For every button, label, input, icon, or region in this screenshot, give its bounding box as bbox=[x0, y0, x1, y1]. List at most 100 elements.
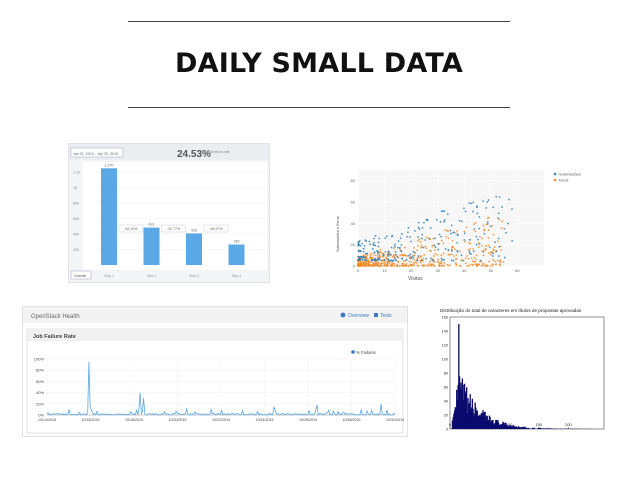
scatter-ytick: 20 bbox=[351, 242, 356, 247]
scatter-point-erros bbox=[388, 254, 391, 257]
scatter-point-submissoes bbox=[422, 246, 425, 249]
failure-rate-line bbox=[46, 361, 396, 416]
scatter-point-submissoes bbox=[456, 250, 459, 253]
scatter-point-submissoes bbox=[359, 255, 362, 258]
scatter-point-submissoes bbox=[443, 210, 446, 213]
scatter-point-submissoes bbox=[426, 219, 428, 222]
scatter-point-submissoes bbox=[456, 234, 459, 237]
scatter-point-submissoes bbox=[394, 250, 397, 253]
funnel-drop-label: -68.57% bbox=[209, 227, 223, 231]
scatter-point-erros bbox=[477, 242, 480, 244]
scatter-point-submissoes bbox=[489, 225, 492, 228]
scatter-point-submissoes bbox=[374, 258, 377, 260]
scatter-point-erros bbox=[437, 258, 440, 261]
hist-bar bbox=[483, 411, 486, 429]
scatter-point-submissoes bbox=[400, 250, 403, 253]
scatter-point-erros bbox=[471, 260, 474, 263]
scatter-point-submissoes bbox=[377, 250, 380, 253]
scatter-point-submissoes bbox=[394, 245, 397, 248]
scatter-point-erros bbox=[494, 260, 496, 263]
scatter-point-submissoes bbox=[416, 259, 419, 262]
nav-overview[interactable]: Overview bbox=[348, 313, 369, 319]
scatter-point-submissoes bbox=[411, 255, 414, 258]
scatter-point-submissoes bbox=[362, 250, 365, 253]
scatter-point-erros bbox=[376, 254, 379, 257]
hist-ytick: 20 bbox=[444, 414, 448, 418]
scatter-point-erros bbox=[405, 262, 408, 265]
scatter-point-submissoes bbox=[357, 250, 360, 253]
scatter-point-erros bbox=[404, 260, 407, 262]
scatter-point-erros bbox=[413, 254, 416, 257]
scatter-point-erros bbox=[489, 253, 492, 256]
scatter-point-submissoes bbox=[390, 235, 393, 238]
funnel-ytick: 1K bbox=[73, 186, 78, 190]
hist-bar bbox=[547, 428, 550, 429]
scatter-point-erros bbox=[417, 244, 419, 247]
hist-bar bbox=[501, 424, 503, 429]
scatter-point-erros bbox=[437, 260, 440, 263]
hist-bar bbox=[521, 427, 523, 429]
funnel-category: Step 3 bbox=[189, 274, 199, 278]
hist-bar bbox=[477, 416, 479, 429]
scatter-point-erros bbox=[379, 251, 382, 254]
scatter-point-submissoes bbox=[486, 223, 489, 225]
hist-bar bbox=[516, 427, 518, 429]
hist-bar bbox=[470, 409, 472, 429]
scatter-point-erros bbox=[466, 265, 469, 267]
legend-label: % Failures bbox=[356, 350, 376, 355]
scatter-point-erros bbox=[492, 233, 495, 236]
scatter-point-erros bbox=[384, 263, 387, 266]
hist-bar bbox=[457, 385, 459, 429]
scatter-point-erros bbox=[480, 264, 483, 267]
nav-tests[interactable]: Tests bbox=[380, 313, 392, 319]
scatter-point-submissoes bbox=[452, 259, 455, 262]
scatter-point-erros bbox=[453, 248, 456, 251]
scatter-point-submissoes bbox=[377, 241, 380, 244]
scatter-point-erros bbox=[477, 246, 480, 249]
scatter-point-submissoes bbox=[492, 255, 494, 257]
scatter-point-erros bbox=[438, 263, 441, 266]
funnel-value-label: 491 bbox=[149, 223, 155, 227]
scatter-point-erros bbox=[489, 265, 492, 267]
scatter-point-submissoes bbox=[395, 259, 398, 262]
scatter-xtick: 40 bbox=[462, 268, 467, 273]
scatter-point-erros bbox=[475, 258, 478, 261]
hist-bar bbox=[497, 420, 499, 429]
scatter-point-erros bbox=[455, 264, 458, 267]
scatter-point-submissoes bbox=[450, 250, 453, 252]
hist-bar bbox=[454, 407, 456, 429]
scatter-point-submissoes bbox=[462, 259, 465, 262]
scatter-point-erros bbox=[444, 229, 447, 232]
scatter-point-erros bbox=[432, 261, 435, 263]
scatter-chart-screenshot: 0 10 20 30 40 50 60 0 20 40 60 80 Submissões Erros V… bbox=[330, 164, 602, 284]
scatter-point-submissoes bbox=[436, 218, 438, 221]
scatter-point-submissoes bbox=[378, 237, 381, 240]
scatter-point-erros bbox=[393, 265, 396, 267]
scatter-point-submissoes bbox=[460, 254, 463, 257]
scatter-point-erros bbox=[412, 246, 415, 249]
scatter-point-erros bbox=[485, 223, 488, 226]
scatter-point-erros bbox=[500, 227, 503, 229]
scatter-point-submissoes bbox=[468, 250, 471, 253]
scatter-point-erros bbox=[416, 249, 418, 252]
scatter-point-submissoes bbox=[440, 235, 443, 238]
scatter-point-erros bbox=[391, 262, 394, 265]
funnel-overall-button[interactable] bbox=[70, 270, 92, 280]
scatter-point-submissoes bbox=[359, 258, 361, 261]
hist-bar bbox=[468, 404, 470, 429]
scatter-point-submissoes bbox=[417, 221, 420, 224]
scatter-point-erros bbox=[383, 261, 385, 264]
scatter-point-submissoes bbox=[485, 207, 488, 209]
scatter-point-erros bbox=[484, 244, 487, 247]
scatter-point-submissoes bbox=[464, 210, 467, 213]
hist-bar bbox=[507, 425, 509, 429]
scatter-point-erros bbox=[454, 263, 457, 266]
hist-bar bbox=[512, 425, 515, 429]
scatter-point-erros bbox=[485, 264, 488, 267]
scatter-point-submissoes bbox=[491, 252, 494, 255]
scatter-point-erros bbox=[415, 261, 418, 264]
scatter-ytick: 80 bbox=[351, 178, 356, 183]
hist-bar bbox=[488, 419, 490, 429]
scatter-point-erros bbox=[467, 249, 470, 251]
